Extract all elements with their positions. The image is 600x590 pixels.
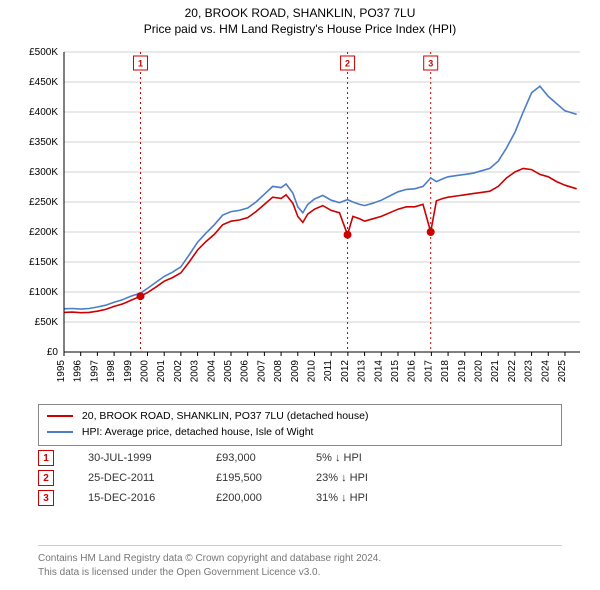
- sale-marker: 3: [38, 490, 54, 506]
- legend-item-hpi: HPI: Average price, detached house, Isle…: [47, 425, 553, 441]
- svg-text:1: 1: [138, 58, 143, 68]
- sale-price: £93,000: [216, 452, 316, 464]
- svg-text:2007: 2007: [256, 360, 267, 383]
- footer-line1: Contains HM Land Registry data © Crown c…: [38, 552, 562, 566]
- sale-price: £200,000: [216, 492, 316, 504]
- svg-text:2021: 2021: [490, 360, 501, 383]
- svg-text:£150K: £150K: [29, 257, 58, 268]
- svg-text:£300K: £300K: [29, 167, 58, 178]
- svg-text:2011: 2011: [323, 360, 334, 382]
- svg-text:£200K: £200K: [29, 227, 58, 238]
- sale-date: 25-DEC-2011: [88, 472, 216, 484]
- svg-text:2012: 2012: [340, 360, 351, 383]
- svg-text:2016: 2016: [407, 360, 418, 383]
- legend-swatch-property: [47, 415, 73, 417]
- title-subtitle: Price paid vs. HM Land Registry's House …: [0, 22, 600, 36]
- svg-text:2010: 2010: [306, 360, 317, 383]
- svg-text:2014: 2014: [373, 360, 384, 383]
- footer-line2: This data is licensed under the Open Gov…: [38, 566, 562, 580]
- svg-text:2015: 2015: [390, 360, 401, 383]
- svg-text:2025: 2025: [557, 360, 568, 383]
- svg-text:2006: 2006: [240, 360, 251, 383]
- svg-text:£250K: £250K: [29, 197, 58, 208]
- svg-text:2008: 2008: [273, 360, 284, 383]
- legend-label-property: 20, BROOK ROAD, SHANKLIN, PO37 7LU (deta…: [82, 410, 369, 422]
- svg-text:1996: 1996: [73, 360, 84, 383]
- svg-text:2004: 2004: [206, 360, 217, 383]
- svg-text:2023: 2023: [524, 360, 535, 383]
- sale-diff: 23% ↓ HPI: [316, 472, 436, 484]
- svg-text:2002: 2002: [173, 360, 184, 383]
- footer: Contains HM Land Registry data © Crown c…: [38, 545, 562, 580]
- svg-text:1997: 1997: [89, 360, 100, 383]
- title-address: 20, BROOK ROAD, SHANKLIN, PO37 7LU: [0, 6, 600, 20]
- legend-swatch-hpi: [47, 431, 73, 433]
- svg-text:£400K: £400K: [29, 107, 58, 118]
- sale-row: 1 30-JUL-1999£93,0005% ↓ HPI: [38, 450, 562, 466]
- svg-text:1998: 1998: [106, 360, 117, 383]
- svg-text:£0: £0: [47, 347, 59, 358]
- svg-text:2013: 2013: [357, 360, 368, 383]
- chart-area: £0 £50K £100K £150K £200K £250K £300K £350K £400…: [12, 44, 588, 400]
- svg-text:3: 3: [428, 58, 433, 68]
- sale-diff: 5% ↓ HPI: [316, 452, 436, 464]
- svg-text:2022: 2022: [507, 360, 518, 383]
- svg-text:2024: 2024: [540, 360, 551, 383]
- page: 20, BROOK ROAD, SHANKLIN, PO37 7LU Price…: [0, 0, 600, 590]
- svg-text:2018: 2018: [440, 360, 451, 383]
- sale-date: 15-DEC-2016: [88, 492, 216, 504]
- price-chart: £0 £50K £100K £150K £200K £250K £300K £350K £400…: [12, 44, 588, 400]
- svg-text:£100K: £100K: [29, 287, 58, 298]
- sale-row: 2 25-DEC-2011£195,50023% ↓ HPI: [38, 470, 562, 486]
- sale-diff: 31% ↓ HPI: [316, 492, 436, 504]
- sale-date: 30-JUL-1999: [88, 452, 216, 464]
- svg-text:2005: 2005: [223, 360, 234, 383]
- svg-text:2000: 2000: [139, 360, 150, 383]
- sale-marker: 2: [38, 470, 54, 486]
- sale-marker: 1: [38, 450, 54, 466]
- svg-text:1995: 1995: [56, 360, 67, 383]
- svg-text:£450K: £450K: [29, 77, 58, 88]
- legend: 20, BROOK ROAD, SHANKLIN, PO37 7LU (deta…: [38, 404, 562, 446]
- sales-table: 1 30-JUL-1999£93,0005% ↓ HPI 2 25-DEC-2011£…: [38, 446, 562, 510]
- sale-price: £195,500: [216, 472, 316, 484]
- legend-item-property: 20, BROOK ROAD, SHANKLIN, PO37 7LU (deta…: [47, 409, 553, 425]
- svg-text:£500K: £500K: [29, 47, 58, 58]
- svg-text:2001: 2001: [156, 360, 167, 383]
- svg-text:2003: 2003: [190, 360, 201, 383]
- svg-text:£350K: £350K: [29, 137, 58, 148]
- svg-text:2020: 2020: [473, 360, 484, 383]
- legend-label-hpi: HPI: Average price, detached house, Isle…: [82, 426, 314, 438]
- title-block: 20, BROOK ROAD, SHANKLIN, PO37 7LU Price…: [0, 0, 600, 36]
- svg-text:£50K: £50K: [35, 317, 59, 328]
- svg-text:2009: 2009: [290, 360, 301, 383]
- sale-row: 3 15-DEC-2016£200,00031% ↓ HPI: [38, 490, 562, 506]
- svg-text:2019: 2019: [457, 360, 468, 383]
- svg-text:1999: 1999: [123, 360, 134, 383]
- svg-text:2017: 2017: [423, 360, 434, 383]
- svg-text:2: 2: [345, 58, 350, 68]
